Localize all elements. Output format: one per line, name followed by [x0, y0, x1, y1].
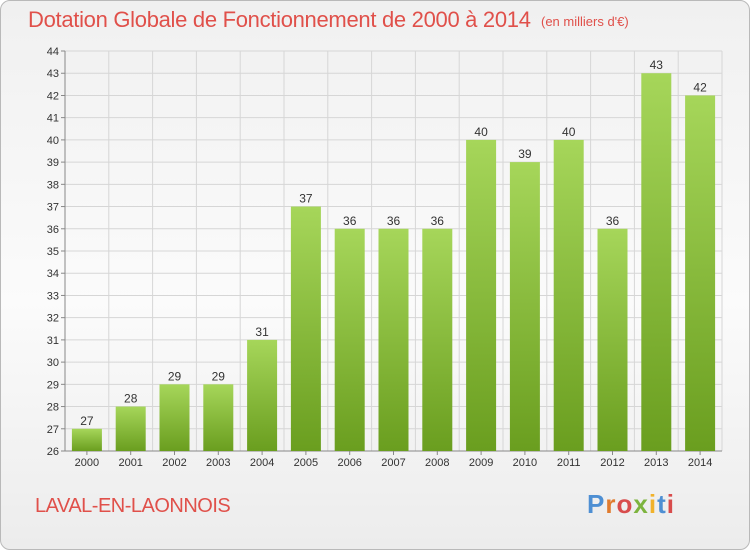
data-label-2005: 37: [299, 192, 313, 206]
bar-2010: [509, 162, 540, 451]
data-label-2014: 42: [693, 80, 707, 94]
logo-letter: i: [648, 489, 658, 519]
bar-2006: [334, 228, 365, 451]
data-label-2012: 36: [606, 214, 620, 228]
y-tick-label: 43: [47, 68, 59, 80]
x-tick-label-2005: 2005: [294, 457, 318, 469]
y-tick-label: 41: [47, 113, 59, 125]
data-label-2001: 28: [124, 392, 138, 406]
bar-2001: [115, 406, 146, 451]
logo-letter: r: [605, 489, 617, 519]
y-tick-label: 28: [47, 402, 59, 414]
y-tick-label: 38: [47, 179, 59, 191]
data-labels: 27 28 29 29 31 37 36 36 36 40 39 40 36 43 42: [80, 58, 707, 428]
x-tick-label-2014: 2014: [688, 457, 712, 469]
y-tick-label: 34: [47, 268, 59, 280]
bar-2000: [71, 428, 102, 451]
y-tick-label: 33: [47, 290, 59, 302]
y-tick-label: 29: [47, 379, 59, 391]
data-label-2013: 43: [650, 58, 664, 72]
bar-2004: [247, 339, 278, 451]
bar-2002: [159, 384, 190, 451]
logo-letter: x: [633, 489, 649, 519]
logo-letter: P: [587, 489, 606, 519]
bar-2009: [466, 139, 497, 451]
y-tick-label: 42: [47, 90, 59, 102]
bar-2007: [378, 228, 409, 451]
bar-2014: [685, 95, 716, 451]
x-tick-label-2008: 2008: [425, 457, 449, 469]
unit-note: (en milliers d'€): [541, 14, 629, 29]
y-tick-label: 35: [47, 246, 59, 258]
bar-2012: [597, 228, 628, 451]
bar-2011: [553, 139, 584, 451]
x-tick-label-2002: 2002: [162, 457, 186, 469]
bar-2013: [641, 73, 672, 451]
bar-2005: [290, 206, 321, 451]
data-label-2000: 27: [80, 414, 94, 428]
data-label-2011: 40: [562, 125, 576, 139]
logo-letter: i: [666, 489, 675, 519]
logo-letter: t: [657, 489, 667, 519]
y-tick-label: 30: [47, 357, 59, 369]
data-label-2010: 39: [518, 147, 532, 161]
y-tick-label: 40: [47, 135, 59, 147]
logo-letter: o: [616, 489, 634, 519]
y-tick-label: 32: [47, 313, 59, 325]
y-tick-label: 39: [47, 157, 59, 169]
x-tick-label-2003: 2003: [206, 457, 230, 469]
y-tick-label: 36: [47, 224, 59, 236]
data-label-2008: 36: [431, 214, 445, 228]
bar-2003: [203, 384, 234, 451]
bars: [71, 73, 716, 451]
y-tick-label: 37: [47, 202, 59, 214]
y-tick-label: 27: [47, 424, 59, 436]
x-tick-label-2011: 2011: [557, 457, 581, 469]
data-label-2009: 40: [474, 125, 488, 139]
y-tick-label: 31: [47, 335, 59, 347]
x-tick-label-2004: 2004: [250, 457, 274, 469]
proxiti-logo[interactable]: Proxiti: [587, 489, 675, 520]
x-tick-label-2006: 2006: [337, 457, 361, 469]
x-tick-label-2010: 2010: [513, 457, 537, 469]
bar-2008: [422, 228, 453, 451]
y-tick-label: 26: [47, 446, 59, 458]
x-tick-label-2000: 2000: [75, 457, 99, 469]
x-tick-label-2007: 2007: [381, 457, 405, 469]
data-label-2006: 36: [343, 214, 357, 228]
y-tick-label: 44: [47, 46, 59, 58]
data-label-2007: 36: [387, 214, 401, 228]
data-label-2004: 31: [255, 325, 269, 339]
data-label-2002: 29: [168, 369, 182, 383]
x-tick-label-2013: 2013: [644, 457, 668, 469]
x-tick-label-2012: 2012: [600, 457, 624, 469]
commune-name: LAVAL-EN-LAONNOIS: [35, 495, 231, 517]
x-tick-label-2009: 2009: [469, 457, 493, 469]
chart-title: Dotation Globale de Fonctionnement de 20…: [28, 7, 531, 32]
x-tick-label-2001: 2001: [118, 457, 142, 469]
data-label-2003: 29: [212, 369, 226, 383]
